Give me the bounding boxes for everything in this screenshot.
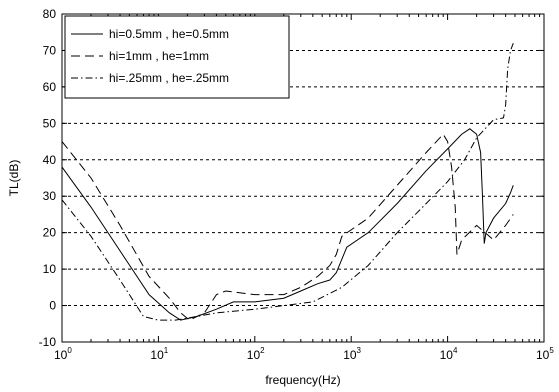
grid-lines xyxy=(62,49,544,307)
x-tick-label: 104 xyxy=(440,346,458,362)
x-axis-label: frequency(Hz) xyxy=(265,373,340,387)
legend-box xyxy=(64,15,290,99)
x-tick-label: 100 xyxy=(54,346,72,362)
axis-ticks xyxy=(61,13,545,343)
y-tick-labels: -10 0 10 20 30 40 50 60 70 80 xyxy=(39,7,57,349)
y-tick-label: 80 xyxy=(43,7,57,21)
legend-label: hi=.25mm , he=.25mm xyxy=(109,71,229,85)
legend-entry-series-1: hi=0.5mm , he=0.5mm xyxy=(71,27,229,41)
series-lines xyxy=(61,42,514,321)
y-axis-label: TL(dB) xyxy=(7,160,21,197)
x-tick-label: 101 xyxy=(150,346,168,362)
y-tick-label: 10 xyxy=(43,262,57,276)
y-tick-label: 30 xyxy=(43,189,57,203)
series-line-3 xyxy=(61,42,514,321)
y-tick-label: 20 xyxy=(43,226,57,240)
y-tick-label: -10 xyxy=(39,335,57,349)
x-tick-label: 105 xyxy=(536,346,554,362)
legend-entry-series-3: hi=.25mm , he=.25mm xyxy=(71,71,229,85)
legend-label: hi=0.5mm , he=0.5mm xyxy=(109,27,229,41)
x-tick-labels: 100 101 102 103 104 105 xyxy=(54,346,554,362)
y-tick-label: 40 xyxy=(43,153,57,167)
x-tick-label: 103 xyxy=(343,346,361,362)
legend-label: hi=1mm , he=1mm xyxy=(109,49,209,63)
legend: hi=0.5mm , he=0.5mm hi=1mm , he=1mm hi=.… xyxy=(64,15,290,99)
series-line-1 xyxy=(61,128,514,321)
x-tick-label: 102 xyxy=(247,346,265,362)
legend-entry-series-2: hi=1mm , he=1mm xyxy=(71,49,209,63)
plot-frame xyxy=(61,13,545,343)
y-tick-label: 70 xyxy=(43,43,57,57)
y-tick-label: 0 xyxy=(49,299,56,313)
y-tick-label: 50 xyxy=(43,116,57,130)
y-tick-label: 60 xyxy=(43,80,57,94)
